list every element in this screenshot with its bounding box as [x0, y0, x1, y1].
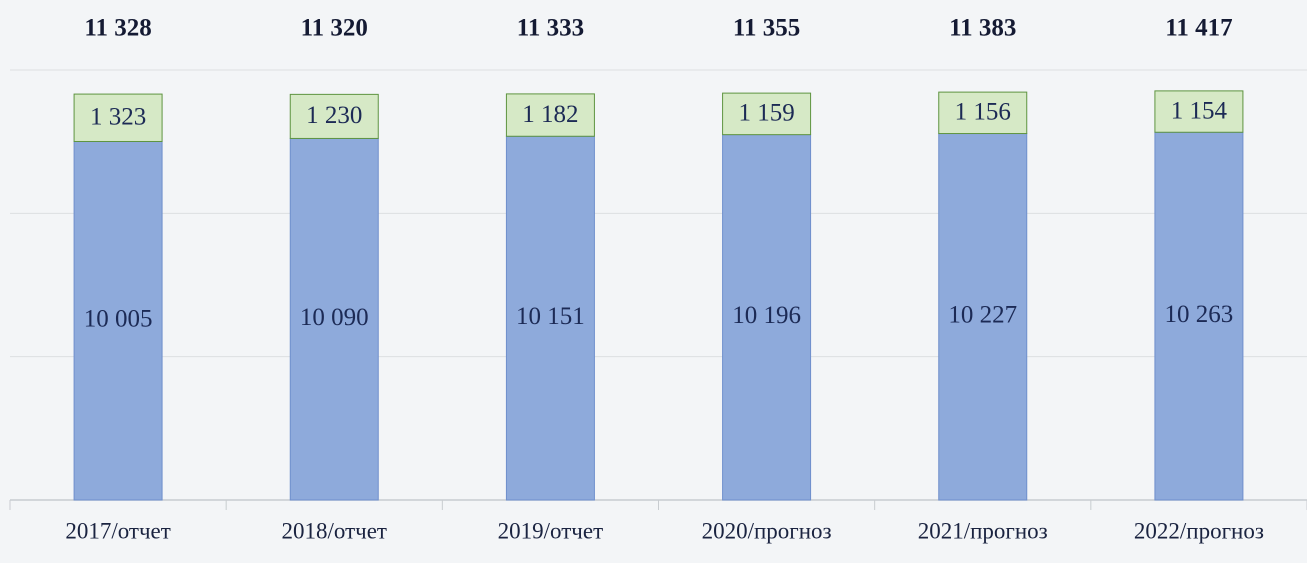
- bar-segment: [289, 93, 379, 139]
- bar-segment: [73, 93, 163, 142]
- total-label: 11 355: [733, 15, 800, 42]
- bar-segment: [722, 92, 812, 136]
- value-label: 1 323: [90, 104, 146, 131]
- value-label: 1 159: [738, 100, 794, 127]
- bar-segment: [1154, 90, 1244, 133]
- value-label: 1 154: [1171, 97, 1228, 124]
- value-label: 10 090: [300, 304, 369, 331]
- value-label: 10 005: [84, 305, 153, 332]
- bar-segment: [505, 93, 595, 137]
- value-label: 1 230: [306, 102, 362, 129]
- total-label: 11 333: [517, 15, 584, 42]
- bar-segment: [938, 91, 1028, 135]
- value-label: 10 263: [1165, 301, 1234, 328]
- bar-segment: [722, 134, 812, 501]
- bar-segment: [1154, 131, 1244, 501]
- bar-segment: [505, 135, 595, 501]
- x-tick-label: 2022/прогноз: [1134, 518, 1264, 543]
- x-tick-label: 2018/отчет: [282, 518, 387, 543]
- value-label: 1 182: [522, 101, 578, 128]
- value-label: 1 156: [955, 99, 1011, 126]
- value-label: 10 151: [516, 303, 585, 330]
- value-label: 10 196: [732, 302, 801, 329]
- x-tick-label: 2017/отчет: [65, 518, 170, 543]
- x-tick-label: 2020/прогноз: [702, 518, 832, 543]
- bar-segment: [938, 133, 1028, 501]
- bar-segment: [289, 137, 379, 501]
- total-label: 11 320: [301, 15, 368, 42]
- x-tick-label: 2019/отчет: [498, 518, 603, 543]
- value-label: 10 227: [948, 302, 1017, 329]
- total-label: 11 328: [84, 15, 151, 42]
- x-tick-label: 2021/прогноз: [918, 518, 1048, 543]
- total-label: 11 383: [949, 15, 1016, 42]
- total-label: 11 417: [1165, 15, 1232, 42]
